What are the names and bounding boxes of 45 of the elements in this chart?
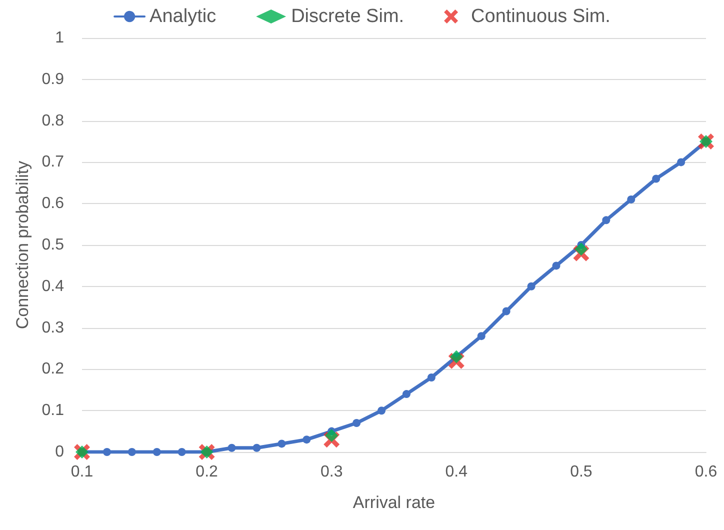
y-tick-label: 0.4 (42, 278, 64, 295)
y-tick-label: 0.7 (42, 154, 64, 171)
y-tick-label: 1 (55, 30, 64, 46)
y-tick-label: 0 (55, 444, 64, 460)
point (178, 448, 186, 456)
legend-label: Analytic (150, 6, 216, 27)
point (228, 444, 236, 452)
legend-label: Continuous Sim. (471, 6, 610, 27)
x-tick-label: 0.1 (70, 464, 94, 480)
point (128, 448, 136, 456)
point (102, 448, 111, 456)
point (627, 195, 636, 204)
point (252, 444, 261, 452)
y-tick-label: 0.1 (42, 402, 64, 420)
y-tick-label: 0.2 (42, 360, 64, 378)
x-tick-label: 0.3 (320, 464, 343, 480)
point (378, 406, 386, 415)
x-tick-label: 0.6 (694, 464, 718, 480)
point (325, 428, 338, 442)
point (278, 440, 286, 448)
point (352, 419, 361, 428)
x-axis-title: Arrival rate (352, 493, 436, 512)
y-axis-title: Connection probability (12, 160, 32, 330)
x-tick-label: 0.5 (570, 464, 592, 480)
y-tick-label: 0.5 (42, 236, 64, 254)
x-tick-label: 0.4 (445, 464, 468, 480)
legend-label: Discrete Sim. (291, 6, 404, 27)
point (450, 350, 463, 364)
y-tick-label: 0.8 (42, 112, 64, 130)
y-tick-label: 0.3 (42, 319, 64, 336)
y-tick-label: 0.9 (42, 70, 64, 88)
y-tick-label: 0.6 (42, 195, 64, 212)
point (552, 262, 560, 270)
point (527, 282, 536, 290)
x-tick-label: 0.2 (196, 464, 218, 480)
point (152, 448, 161, 456)
point (677, 158, 686, 166)
point (652, 174, 660, 183)
point (402, 390, 410, 398)
point (427, 373, 436, 382)
point (602, 216, 610, 224)
point (477, 332, 486, 340)
point (302, 436, 311, 444)
point (574, 242, 588, 256)
point (502, 307, 510, 316)
